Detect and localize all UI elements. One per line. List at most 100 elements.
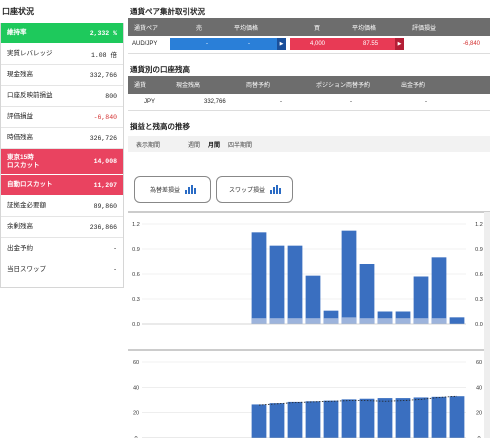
bar bbox=[359, 264, 375, 324]
col-currency: 通貨 bbox=[128, 75, 170, 94]
col-pl: 評価損益 bbox=[406, 18, 490, 36]
history-charts: 0.0 0.0 0.3 0.3 0.6 0.6 0.9 0.9 1.2 1.2 0 0 20 20 40 40… bbox=[128, 206, 490, 438]
account-row-label: 自動ロスカット bbox=[7, 181, 53, 189]
currency-cell: JPY bbox=[128, 93, 170, 111]
account-row: 維持率 2,332 % bbox=[1, 23, 123, 44]
main-panel: 通貨ペア集計取引状況 通貨ペア 売 平均価格 買 平均価格 評価損益 AUD/J… bbox=[128, 0, 490, 438]
col-cash: 現金残高 bbox=[170, 75, 240, 94]
bar-base bbox=[413, 318, 429, 324]
buy-bar[interactable]: 4,000 87.55 ▶ bbox=[290, 38, 404, 51]
swap-pl-label: スワップ損益 bbox=[228, 188, 265, 194]
bar-chart-icon bbox=[270, 185, 281, 194]
col-withdraw: 出金予約 bbox=[395, 75, 490, 94]
account-row-value: 236,866 bbox=[89, 223, 117, 231]
bar bbox=[251, 404, 267, 438]
y-tick-label-right: 60 bbox=[476, 360, 482, 366]
y-tick-label-left: 0.9 bbox=[132, 247, 140, 253]
account-row-value: 89,860 bbox=[93, 202, 117, 210]
account-row-label: 現金残高 bbox=[7, 71, 33, 79]
withdraw-cell: - bbox=[395, 93, 490, 111]
account-row-label: 出金予約 bbox=[7, 244, 33, 252]
buy-arrow-icon[interactable]: ▶ bbox=[395, 38, 404, 51]
account-row-value: - bbox=[113, 245, 117, 252]
y-tick-label-left: 1.2 bbox=[132, 222, 140, 228]
bar bbox=[305, 275, 321, 324]
y-tick-label-right: 20 bbox=[476, 411, 482, 417]
history-chart-svg: 0.0 0.0 0.3 0.3 0.6 0.6 0.9 0.9 1.2 1.2 0 0 20 20 40 40… bbox=[128, 211, 490, 438]
bar bbox=[449, 317, 465, 324]
bar bbox=[269, 245, 285, 324]
account-row-label: 東京15時 ロスカット bbox=[7, 153, 40, 169]
bar-chart-icon bbox=[185, 185, 196, 194]
tab-weekly[interactable]: 週間 bbox=[188, 142, 201, 149]
bar-base bbox=[431, 318, 447, 324]
bar bbox=[287, 401, 303, 438]
bar bbox=[269, 403, 285, 438]
account-row-label: 証拠金必要額 bbox=[7, 202, 46, 210]
bar bbox=[431, 396, 447, 438]
sell-arrow-icon[interactable]: ▶ bbox=[277, 38, 286, 51]
bar bbox=[413, 397, 429, 438]
account-row-value: 332,766 bbox=[89, 71, 117, 79]
account-row: 口座反映前損益 800 bbox=[1, 86, 123, 107]
account-row-label: 時価残高 bbox=[7, 134, 33, 142]
y-tick-label-right: 0.3 bbox=[475, 297, 483, 303]
sell-avg: - bbox=[248, 41, 250, 48]
account-row-value: 2,332 % bbox=[89, 29, 117, 37]
account-row-label: 口座反映前損益 bbox=[7, 92, 53, 100]
account-row-value: 800 bbox=[105, 92, 117, 100]
col-sell: 売 bbox=[170, 18, 228, 36]
bar bbox=[413, 276, 429, 324]
fx-pl-button[interactable]: 為替差損益 bbox=[134, 176, 211, 203]
col-buy: 買 bbox=[288, 18, 346, 36]
tab-monthly[interactable]: 月間 bbox=[208, 142, 221, 149]
bar bbox=[287, 245, 303, 324]
pl-cell: -6,840 bbox=[406, 36, 490, 54]
bar bbox=[341, 399, 357, 438]
sell-amount: - bbox=[206, 41, 208, 48]
col-sell-avg: 平均価格 bbox=[228, 18, 288, 36]
account-row: 東京15時 ロスカット 14,008 bbox=[1, 149, 123, 175]
account-row: 余剰残高 236,866 bbox=[1, 217, 123, 238]
bar bbox=[305, 401, 321, 438]
swap-pl-button[interactable]: スワップ損益 bbox=[216, 176, 293, 203]
y-tick-label-right: 0.9 bbox=[475, 247, 483, 253]
pos-reserve-cell: - bbox=[240, 93, 310, 111]
table-row[interactable]: AUD/JPY - - ▶ 4,000 87.55 ▶ -6,840 bbox=[128, 36, 490, 54]
account-row-value: 14,008 bbox=[93, 158, 117, 165]
account-row: 実質レバレッジ 1.08 倍 bbox=[1, 44, 123, 65]
buy-avg: 87.55 bbox=[363, 41, 379, 48]
tab-quarterly[interactable]: 四半期間 bbox=[228, 142, 253, 149]
bar bbox=[359, 398, 375, 438]
account-row-label: 維持率 bbox=[7, 29, 27, 37]
account-row: 出金予約 - bbox=[1, 238, 123, 259]
bar-base bbox=[341, 317, 357, 324]
bar-base bbox=[359, 318, 375, 324]
bar bbox=[395, 398, 411, 438]
account-row: 現金残高 332,766 bbox=[1, 65, 123, 86]
bar bbox=[341, 230, 357, 324]
y-tick-label-right: 0 bbox=[477, 436, 480, 438]
balances-table: 通貨 現金残高 両替予約 ポジション両替予約 出金予約 JPY 332,766 … bbox=[128, 75, 490, 111]
account-row-label: 評価損益 bbox=[7, 113, 33, 121]
account-row-value: 11,207 bbox=[93, 181, 117, 189]
fx-pl-label: 為替差損益 bbox=[149, 188, 180, 194]
y-tick-label-right: 40 bbox=[476, 385, 482, 391]
account-row: 自動ロスカット 11,207 bbox=[1, 175, 123, 196]
account-row: 当日スワップ - bbox=[1, 259, 123, 280]
buy-amount: 4,000 bbox=[310, 41, 326, 48]
y-tick-label-left: 20 bbox=[133, 411, 139, 417]
col-pos-exchange: ポジション両替予約 bbox=[310, 75, 395, 94]
account-title: 口座状況 bbox=[2, 7, 34, 16]
pos-exchange-cell: - bbox=[310, 93, 395, 111]
account-table: 維持率 2,332 % 実質レバレッジ 1.08 倍現金残高 332,766 口座反映前損… bbox=[0, 23, 124, 288]
positions-table: 通貨ペア 売 平均価格 買 平均価格 評価損益 AUD/JPY - - ▶ 4,… bbox=[128, 18, 490, 54]
account-row: 評価損益 -6,840 bbox=[1, 107, 123, 128]
bar bbox=[323, 400, 339, 438]
account-row: 時価残高 326,726 bbox=[1, 128, 123, 149]
sell-bar[interactable]: - - ▶ bbox=[170, 38, 286, 51]
y-tick-label-left: 60 bbox=[133, 360, 139, 366]
pair-cell: AUD/JPY bbox=[128, 36, 170, 54]
scrollbar[interactable] bbox=[484, 212, 490, 438]
account-panel: 口座状況 維持率 2,332 % 実質レバレッジ 1.08 倍現金残高 332,766 口… bbox=[0, 0, 124, 438]
